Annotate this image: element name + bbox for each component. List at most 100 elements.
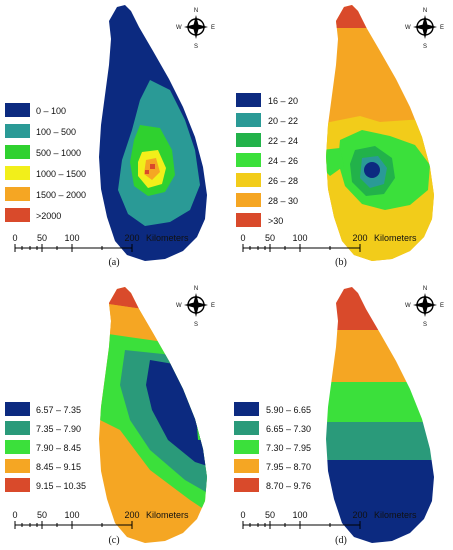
scale-tick-label: 100 — [64, 510, 79, 520]
compass-c: N S E W — [176, 286, 215, 328]
scale-tick-label: 200 — [352, 233, 367, 243]
legend-swatch — [236, 93, 261, 107]
legend-swatch — [5, 402, 30, 416]
compass-n-label: N — [423, 8, 427, 14]
legend-swatch — [5, 208, 30, 222]
scale-bar-a: 0 50 100 200 Kilometers — [12, 233, 189, 252]
legend-label: 1500 – 2000 — [36, 190, 86, 200]
legend-swatch — [234, 421, 259, 435]
compass-n-label: N — [194, 286, 198, 292]
scale-tick-label: 100 — [292, 233, 307, 243]
compass-e-label: E — [440, 303, 444, 309]
panel-b: N S E W 16 – 20 20 – 22 22 – 24 24 – 26 … — [236, 5, 444, 268]
legend-swatch — [234, 478, 259, 492]
legend-label: 9.15 – 10.35 — [36, 481, 86, 491]
legend-swatch — [5, 421, 30, 435]
scale-tick-label: 50 — [265, 233, 275, 243]
legend-d: 5.90 – 6.65 6.65 – 7.30 7.30 – 7.95 7.95… — [234, 402, 311, 492]
compass-s-label: S — [423, 44, 427, 50]
compass-e-label: E — [440, 25, 444, 31]
compass-w-label: W — [405, 25, 411, 31]
compass-s-label: S — [423, 322, 427, 328]
legend-swatch — [5, 187, 30, 201]
legend-label: 28 – 30 — [268, 196, 298, 206]
scale-bar-c: 0 50 100 200 Kilometers — [12, 510, 189, 529]
scale-tick-label: 200 — [352, 510, 367, 520]
scale-tick-label: 50 — [37, 510, 47, 520]
legend-label: 22 – 24 — [268, 136, 298, 146]
legend-label: 24 – 26 — [268, 156, 298, 166]
compass-n-label: N — [194, 8, 198, 14]
scale-tick-label: 50 — [37, 233, 47, 243]
legend-label: 7.90 – 8.45 — [36, 443, 81, 453]
scale-unit: Kilometers — [146, 510, 189, 520]
compass-w-label: W — [176, 303, 182, 309]
legend-label: 5.90 – 6.65 — [266, 405, 311, 415]
legend-swatch — [236, 193, 261, 207]
legend-swatch — [5, 145, 30, 159]
legend-swatch — [5, 459, 30, 473]
legend-label: 8.70 – 9.76 — [266, 481, 311, 491]
legend-swatch — [5, 103, 30, 117]
legend-label: 500 – 1000 — [36, 148, 81, 158]
scale-unit: Kilometers — [146, 233, 189, 243]
legend-c: 6.57 – 7.35 7.35 – 7.90 7.90 – 8.45 8.45… — [5, 402, 86, 492]
legend-label: 7.30 – 7.95 — [266, 443, 311, 453]
scale-bar-b: 0 50 100 200 Kilometers — [240, 233, 417, 252]
legend-label: 16 – 20 — [268, 96, 298, 106]
legend-label: 100 – 500 — [36, 127, 76, 137]
scale-tick-label: 0 — [12, 510, 17, 520]
legend-label: 6.57 – 7.35 — [36, 405, 81, 415]
legend-swatch — [236, 153, 261, 167]
legend-swatch — [236, 113, 261, 127]
map-b — [326, 5, 434, 261]
compass-n-label: N — [423, 286, 427, 292]
scale-tick-label: 100 — [64, 233, 79, 243]
legend-swatch — [5, 440, 30, 454]
map-a — [99, 5, 207, 261]
legend-label: 8.45 – 9.15 — [36, 462, 81, 472]
scale-tick-label: 0 — [240, 233, 245, 243]
compass-w-label: W — [176, 25, 182, 31]
legend-label: >30 — [268, 216, 283, 226]
legend-swatch — [234, 459, 259, 473]
legend-swatch — [5, 124, 30, 138]
legend-swatch — [234, 402, 259, 416]
map-d — [326, 287, 434, 543]
scale-tick-label: 0 — [240, 510, 245, 520]
legend-label: 20 – 22 — [268, 116, 298, 126]
scale-tick-label: 200 — [124, 233, 139, 243]
panel-d: N S E W 5.90 – 6.65 6.65 – 7.30 7.30 – 7… — [234, 286, 444, 546]
compass-s-label: S — [194, 322, 198, 328]
compass-w-label: W — [405, 303, 411, 309]
legend-label: 7.35 – 7.90 — [36, 424, 81, 434]
legend-label: 1000 – 1500 — [36, 169, 86, 179]
compass-e-label: E — [211, 25, 215, 31]
legend-swatch — [5, 166, 30, 180]
panel-caption: (c) — [108, 535, 119, 546]
scale-tick-label: 0 — [12, 233, 17, 243]
scale-tick-label: 50 — [265, 510, 275, 520]
legend-label: >2000 — [36, 211, 61, 221]
panel-c: N S E W 6.57 – 7.35 7.35 – 7.90 7.90 – 8… — [5, 286, 215, 546]
legend-a: 0 – 100 100 – 500 500 – 1000 1000 – 1500… — [5, 103, 86, 222]
scale-bar-d: 0 50 100 200 Kilometers — [240, 510, 417, 529]
legend-swatch — [5, 478, 30, 492]
compass-d: N S E W — [405, 286, 444, 328]
panel-caption: (d) — [335, 535, 347, 546]
legend-label: 7.95 – 8.70 — [266, 462, 311, 472]
panel-a: N S E W 0 – 100 100 – 500 500 – 1000 100… — [5, 5, 215, 268]
panel-caption: (a) — [108, 257, 119, 268]
legend-label: 26 – 28 — [268, 176, 298, 186]
legend-swatch — [236, 173, 261, 187]
legend-label: 0 – 100 — [36, 106, 66, 116]
legend-swatch — [234, 440, 259, 454]
scale-tick-label: 200 — [124, 510, 139, 520]
legend-b: 16 – 20 20 – 22 22 – 24 24 – 26 26 – 28 … — [236, 93, 298, 227]
scale-tick-label: 100 — [292, 510, 307, 520]
legend-label: 6.65 – 7.30 — [266, 424, 311, 434]
scale-unit: Kilometers — [374, 510, 417, 520]
legend-swatch — [236, 133, 261, 147]
compass-a: N S E W — [176, 8, 215, 50]
